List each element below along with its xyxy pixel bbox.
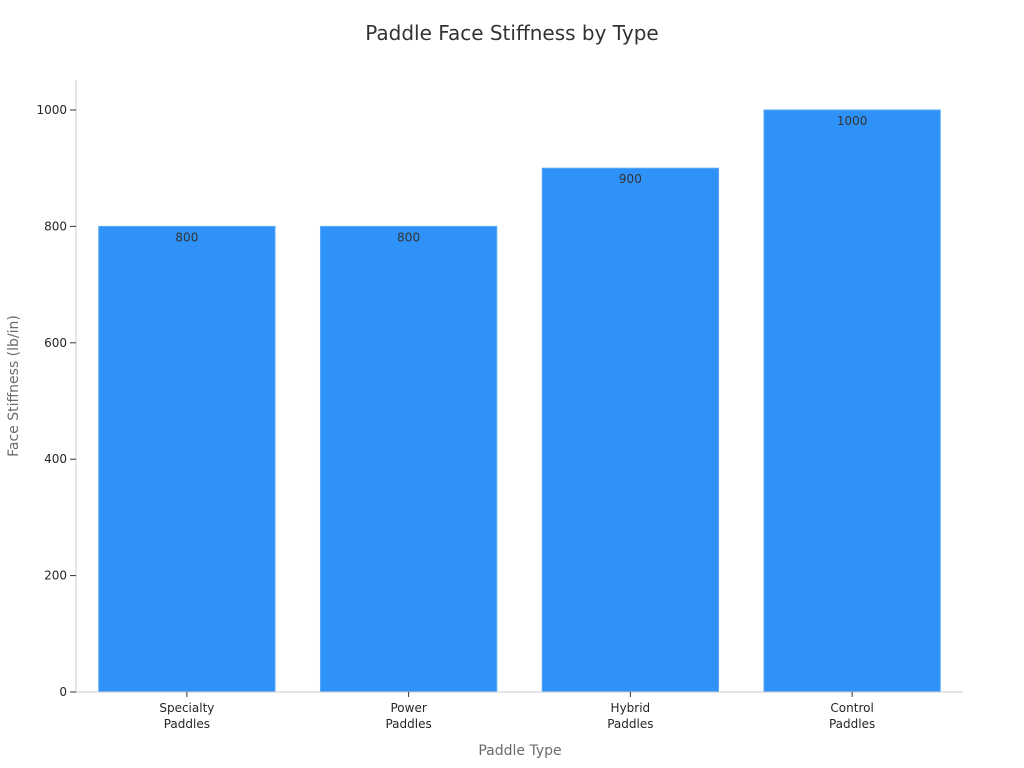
x-tick-label: Power: [390, 701, 426, 715]
y-tick-label: 1000: [36, 103, 67, 117]
bar: [319, 225, 498, 693]
y-tick-label: 400: [44, 452, 67, 466]
plot-area: 800 800 900 1000: [98, 109, 941, 693]
x-tick-label: Control: [830, 701, 873, 715]
x-tick-label: Specialty: [159, 701, 214, 715]
y-tick-label: 600: [44, 336, 67, 350]
bar-value-label: 900: [619, 172, 642, 186]
bar-value-label: 800: [175, 230, 198, 244]
bar-value-label: 1000: [837, 114, 868, 128]
x-tick-label: Paddles: [829, 717, 875, 731]
x-tick-label: Paddles: [385, 717, 431, 731]
y-axis-title: Face Stiffness (lb/in): [6, 315, 22, 457]
x-tick-label: Hybrid: [611, 701, 651, 715]
bar: [763, 109, 941, 693]
x-axis-title: Paddle Type: [478, 743, 561, 759]
chart-title: Paddle Face Stiffness by Type: [365, 21, 659, 45]
bar: [98, 225, 276, 693]
y-tick-label: 800: [44, 219, 67, 233]
bar-value-label: 800: [397, 230, 420, 244]
x-tick-label: Paddles: [164, 717, 210, 731]
y-tick-label: 200: [44, 569, 67, 583]
bar: [541, 167, 720, 693]
x-tick-label: Paddles: [607, 717, 653, 731]
y-tick-label: 0: [59, 685, 67, 699]
